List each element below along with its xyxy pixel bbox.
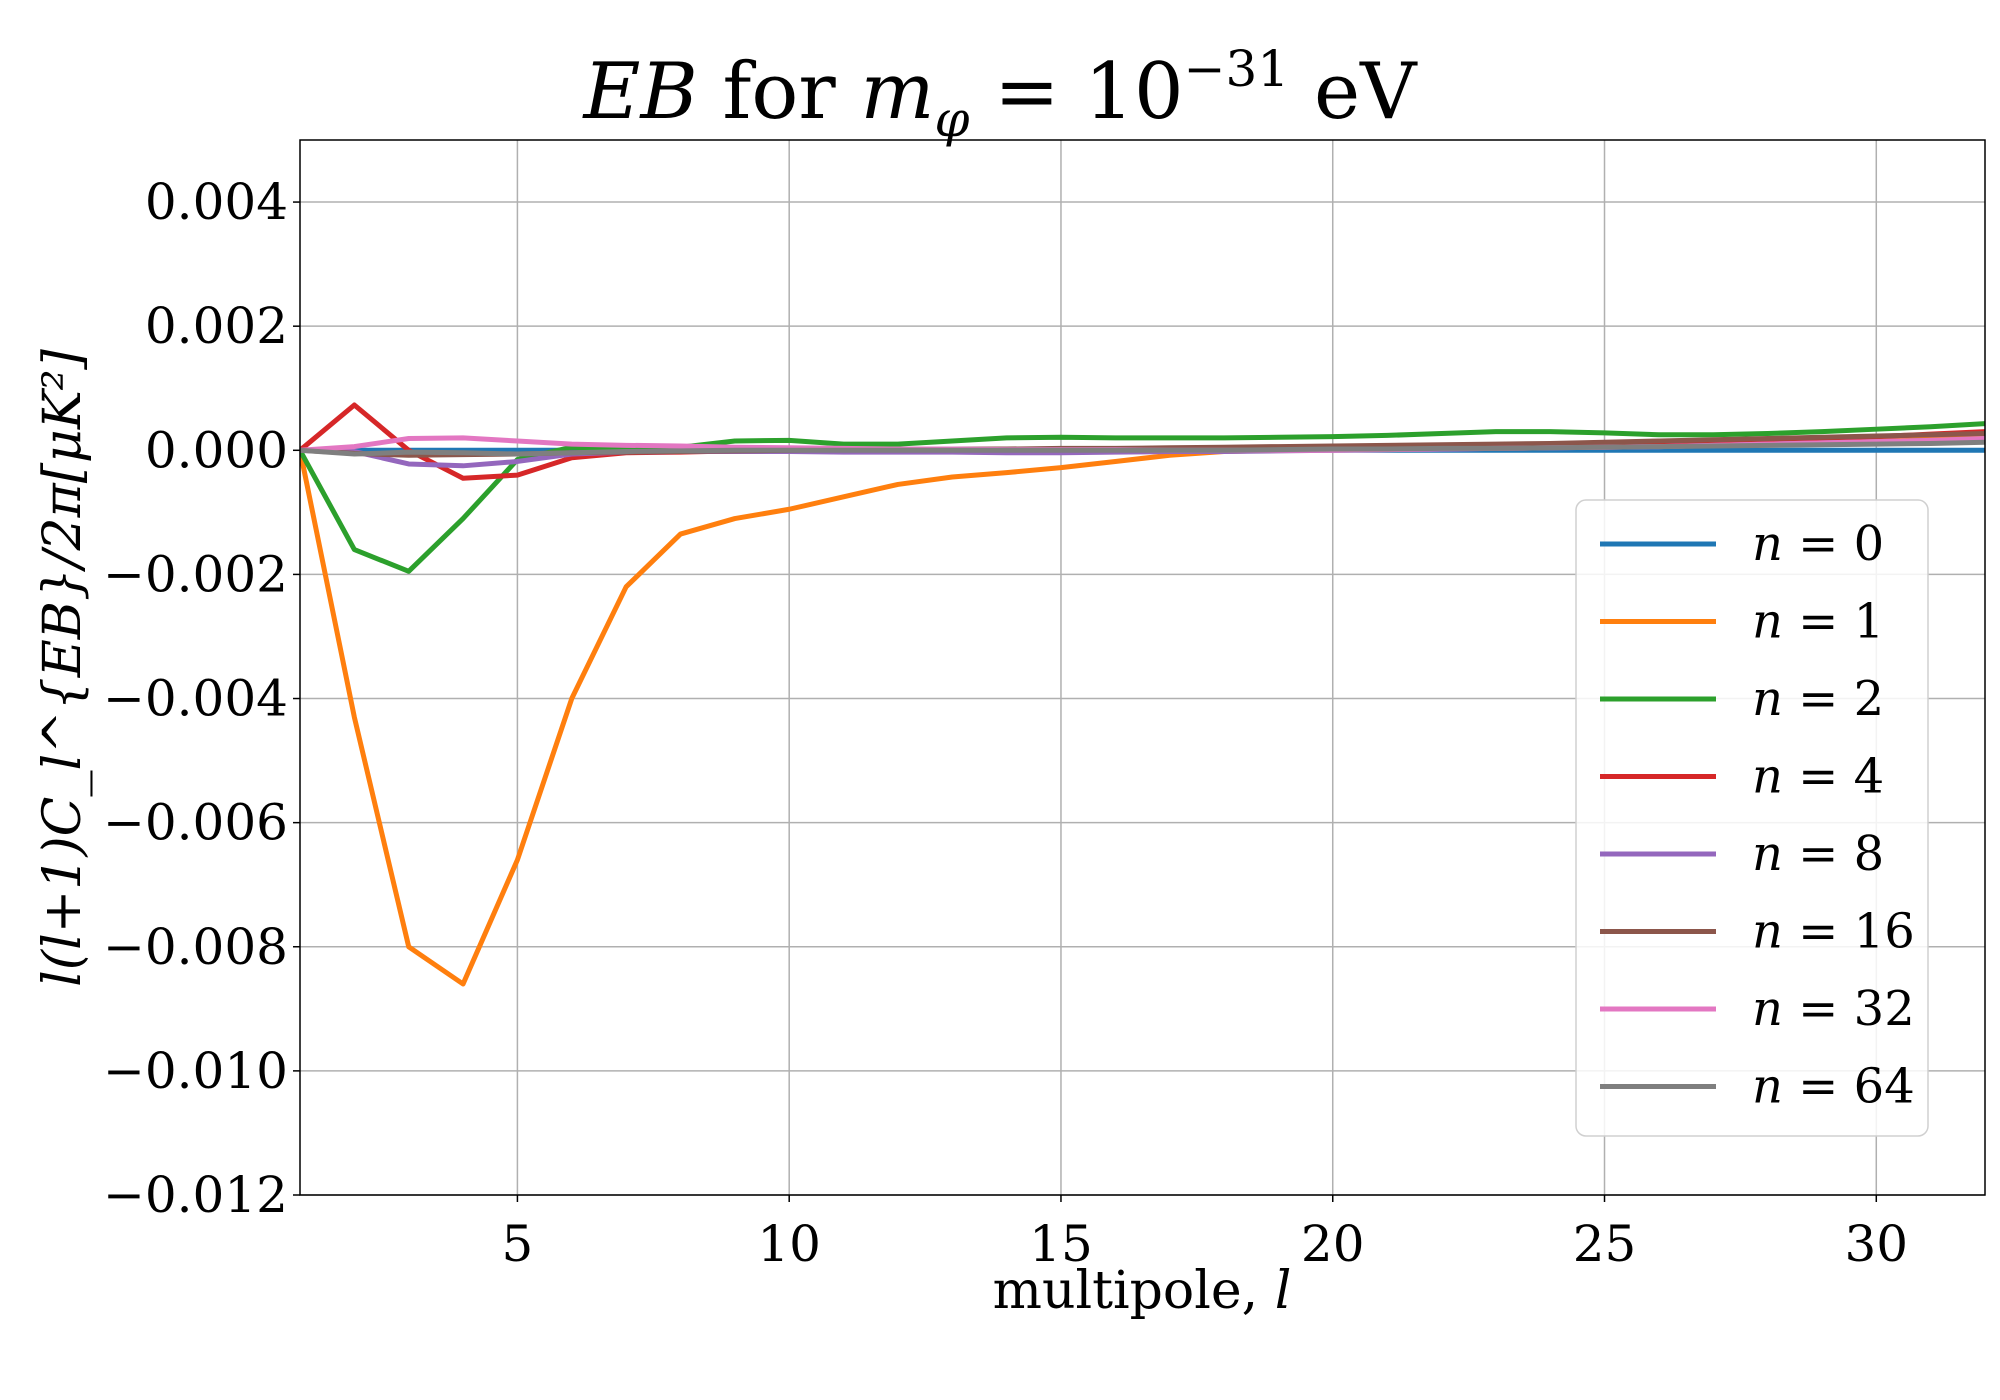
x-tick-label: 30	[1844, 1215, 1908, 1273]
plot-frame	[299, 139, 1986, 1196]
chart-title: EB for mφ = 10−31 eV	[582, 40, 1419, 148]
legend: n = 0 n = 1 n = 2 n = 4 n = 8 n = 16 n = 32 n =…	[1575, 499, 1929, 1137]
series-lines	[300, 402, 1985, 987]
y-tick-label: 0.002	[145, 297, 288, 355]
x-tick-label: 5	[502, 1215, 534, 1273]
legend-label-n-1: n = 1	[1752, 594, 1884, 650]
y-tick-label: 0.000	[145, 421, 288, 479]
x-axis-label: multipole, l	[993, 1261, 1292, 1321]
x-tick-label: 25	[1573, 1215, 1637, 1273]
legend-label-n-2: n = 2	[1752, 671, 1884, 727]
y-tick-label: −0.010	[103, 1042, 288, 1100]
y-tick-label: 0.004	[145, 173, 288, 231]
y-axis-label: l(l+1)C_l^{EB}/2π[μK²]	[33, 348, 93, 986]
series-line-n-64	[300, 439, 1985, 457]
legend-label-n-64: n = 64	[1752, 1059, 1915, 1115]
y-tick-label: −0.012	[103, 1166, 288, 1224]
legend-label-n-0: n = 0	[1752, 516, 1884, 572]
x-tick-label: 15	[1029, 1215, 1093, 1273]
y-tick-label: −0.006	[103, 794, 288, 852]
y-tick-label: −0.004	[103, 670, 288, 728]
legend-label-n-16: n = 16	[1752, 904, 1915, 960]
x-tick-label: 10	[757, 1215, 821, 1273]
y-tick-label: −0.002	[103, 545, 288, 603]
legend-box	[1575, 499, 1929, 1137]
y-tick-label: −0.008	[103, 918, 288, 976]
y-axis-ticks: −0.012 −0.010 −0.008 −0.006 −0.004 −0.002 0.00…	[103, 173, 300, 1224]
x-axis-ticks: 5 10 15 20 25 30	[502, 1195, 1908, 1273]
x-tick-label: 20	[1301, 1215, 1365, 1273]
legend-label-n-4: n = 4	[1752, 749, 1884, 805]
legend-label-n-8: n = 8	[1752, 826, 1884, 882]
series-line-n-2	[300, 421, 1985, 574]
legend-label-n-32: n = 32	[1752, 981, 1915, 1037]
